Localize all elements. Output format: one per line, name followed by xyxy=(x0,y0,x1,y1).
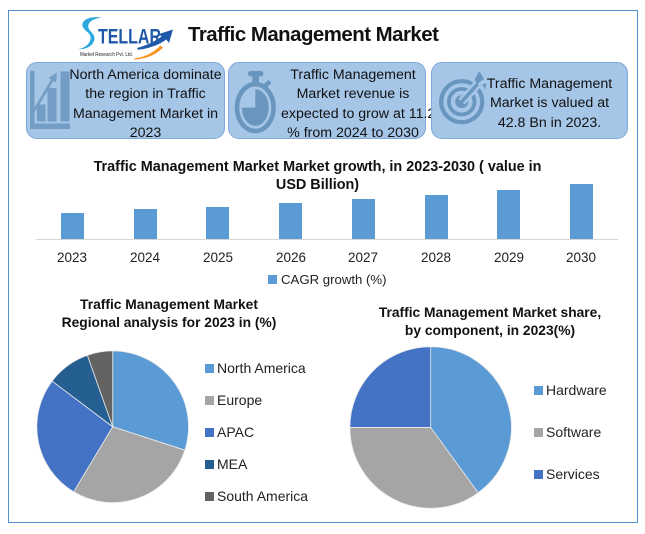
svg-text:TELLAR: TELLAR xyxy=(98,26,161,49)
svg-text:Market Research Pvt. Ltd.: Market Research Pvt. Ltd. xyxy=(80,52,133,58)
